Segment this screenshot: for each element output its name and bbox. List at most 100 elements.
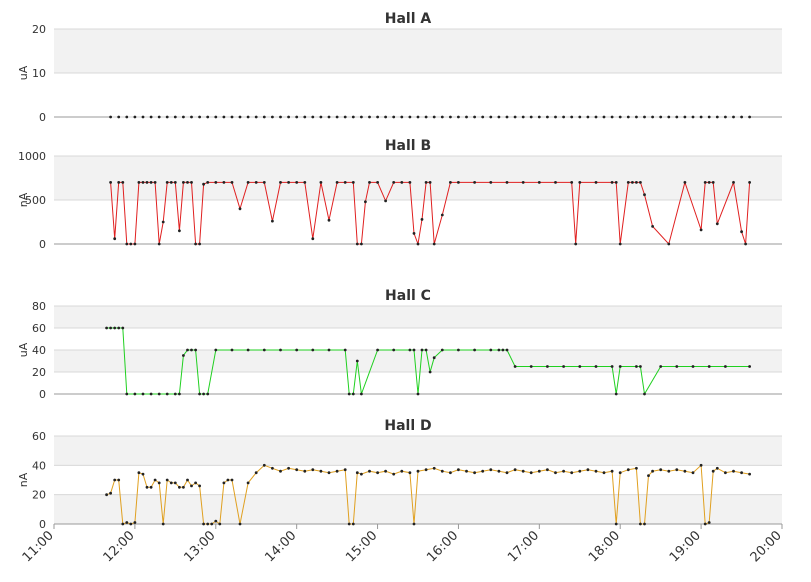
- data-point: [165, 478, 169, 482]
- data-point: [513, 468, 517, 472]
- y-tick-label: 0: [39, 238, 46, 251]
- data-point: [570, 471, 574, 475]
- data-point: [178, 392, 181, 396]
- data-point: [614, 522, 618, 526]
- data-point: [440, 348, 444, 352]
- plot-band: [54, 200, 782, 244]
- data-point: [432, 242, 436, 246]
- data-point: [432, 115, 436, 119]
- data-point: [279, 115, 282, 119]
- data-point: [198, 115, 202, 119]
- data-point: [602, 115, 606, 119]
- data-point: [295, 181, 299, 184]
- data-point: [133, 242, 137, 246]
- data-point: [537, 115, 541, 119]
- data-point: [505, 181, 509, 184]
- x-tick-label: 19:00: [667, 528, 704, 565]
- data-point: [190, 348, 193, 352]
- data-point: [473, 471, 476, 475]
- data-point: [279, 469, 282, 473]
- data-point: [594, 115, 598, 119]
- data-point: [707, 181, 711, 184]
- data-point: [420, 218, 424, 221]
- data-point: [214, 348, 218, 352]
- data-point: [218, 522, 222, 526]
- data-point: [194, 242, 198, 246]
- data-point: [254, 181, 258, 184]
- data-point: [303, 115, 307, 119]
- data-point: [157, 392, 161, 396]
- data-point: [113, 237, 117, 241]
- data-point: [311, 468, 315, 472]
- data-point: [412, 348, 416, 352]
- data-point: [529, 365, 533, 368]
- data-point: [408, 181, 412, 184]
- data-point: [703, 522, 707, 526]
- data-point: [546, 115, 549, 119]
- data-point: [109, 181, 112, 184]
- y-tick-label: 40: [32, 344, 46, 357]
- data-point: [161, 220, 165, 224]
- data-point: [117, 326, 121, 330]
- data-point: [614, 392, 618, 396]
- data-point: [675, 115, 679, 119]
- data-point: [416, 392, 420, 396]
- data-point: [186, 348, 189, 352]
- data-point: [554, 115, 557, 119]
- data-point: [368, 181, 371, 184]
- y-axis-label: nA: [17, 472, 30, 487]
- data-point: [169, 481, 173, 485]
- y-tick-label: 20: [32, 366, 46, 379]
- data-point: [732, 115, 735, 119]
- data-point: [360, 392, 363, 396]
- data-point: [639, 522, 642, 526]
- data-point: [691, 115, 695, 119]
- data-point: [311, 348, 315, 352]
- data-point: [327, 115, 331, 119]
- data-point: [198, 242, 202, 246]
- data-point: [153, 181, 157, 184]
- data-point: [724, 471, 727, 475]
- plot-band: [54, 436, 782, 466]
- x-tick-label: 14:00: [262, 528, 299, 565]
- data-point: [238, 522, 242, 526]
- data-point: [355, 242, 359, 246]
- data-point: [222, 181, 226, 184]
- data-point: [711, 181, 715, 184]
- data-point: [230, 115, 234, 119]
- data-point: [537, 469, 541, 473]
- data-point: [121, 326, 125, 330]
- data-point: [254, 471, 258, 475]
- data-point: [376, 115, 379, 119]
- data-point: [618, 115, 622, 119]
- data-point: [724, 365, 727, 368]
- data-point: [691, 471, 695, 475]
- data-point: [343, 115, 347, 119]
- data-point: [271, 466, 274, 470]
- data-point: [178, 485, 181, 489]
- data-point: [699, 115, 703, 119]
- data-point: [440, 469, 444, 473]
- data-point: [392, 472, 396, 476]
- x-tick-label: 17:00: [505, 528, 542, 565]
- data-point: [384, 199, 387, 203]
- data-point: [343, 181, 347, 184]
- data-point: [732, 469, 735, 473]
- data-point: [376, 348, 379, 352]
- panel-title: Hall C: [385, 288, 431, 304]
- data-point: [562, 469, 565, 473]
- data-point: [319, 181, 323, 184]
- data-point: [149, 115, 153, 119]
- data-point: [262, 181, 266, 184]
- data-point: [202, 522, 206, 526]
- data-point: [554, 471, 557, 475]
- data-point: [618, 365, 622, 368]
- y-tick-label: 60: [32, 430, 46, 443]
- data-point: [226, 478, 230, 482]
- data-point: [165, 392, 169, 396]
- data-point: [546, 365, 549, 368]
- data-point: [279, 181, 282, 184]
- data-point: [635, 115, 638, 119]
- data-point: [744, 242, 747, 246]
- data-point: [420, 348, 424, 352]
